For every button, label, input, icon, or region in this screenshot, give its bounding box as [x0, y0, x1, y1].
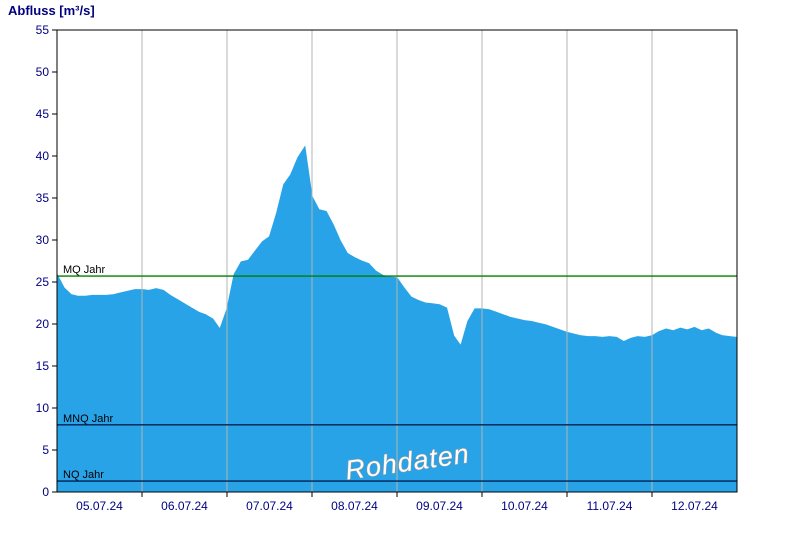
- y-tick-label: 10: [36, 401, 50, 415]
- y-tick-label: 25: [36, 275, 50, 289]
- reference-line-label: MNQ Jahr: [63, 413, 113, 425]
- y-tick-label: 35: [36, 191, 50, 205]
- y-tick-label: 40: [36, 149, 50, 163]
- x-tick-label: 10.07.24: [501, 499, 548, 513]
- y-tick-label: 0: [42, 485, 49, 499]
- x-tick-label: 08.07.24: [331, 499, 378, 513]
- gridlines: [141, 30, 653, 492]
- x-tick-label: 12.07.24: [671, 499, 718, 513]
- y-tick-label: 45: [36, 107, 50, 121]
- y-tick-label: 20: [36, 317, 50, 331]
- x-tick-label: 07.07.24: [246, 499, 293, 513]
- y-tick-label: 30: [36, 233, 50, 247]
- y-tick-label: 55: [36, 23, 50, 37]
- y-tick-label: 50: [36, 65, 50, 79]
- y-tick-label: 15: [36, 359, 50, 373]
- y-tick-label: 5: [42, 443, 49, 457]
- x-tick-label: 11.07.24: [587, 499, 633, 513]
- reference-line-label: NQ Jahr: [63, 469, 104, 481]
- x-tick-label: 09.07.24: [416, 499, 463, 513]
- plot-border: [56, 29, 738, 493]
- reference-lines: MQ Jahr MNQ Jahr NQ Jahr: [57, 264, 737, 482]
- chart-title: Abfluss [m³/s]: [8, 3, 95, 18]
- axes: 0 5 10 15 20 25 30 35 40 45 50 55 05.07.24 06.07.24 07…: [36, 23, 719, 513]
- x-tick-label: 05.07.24: [76, 499, 123, 513]
- reference-line-label: MQ Jahr: [63, 264, 106, 276]
- x-tick-label: 06.07.24: [161, 499, 208, 513]
